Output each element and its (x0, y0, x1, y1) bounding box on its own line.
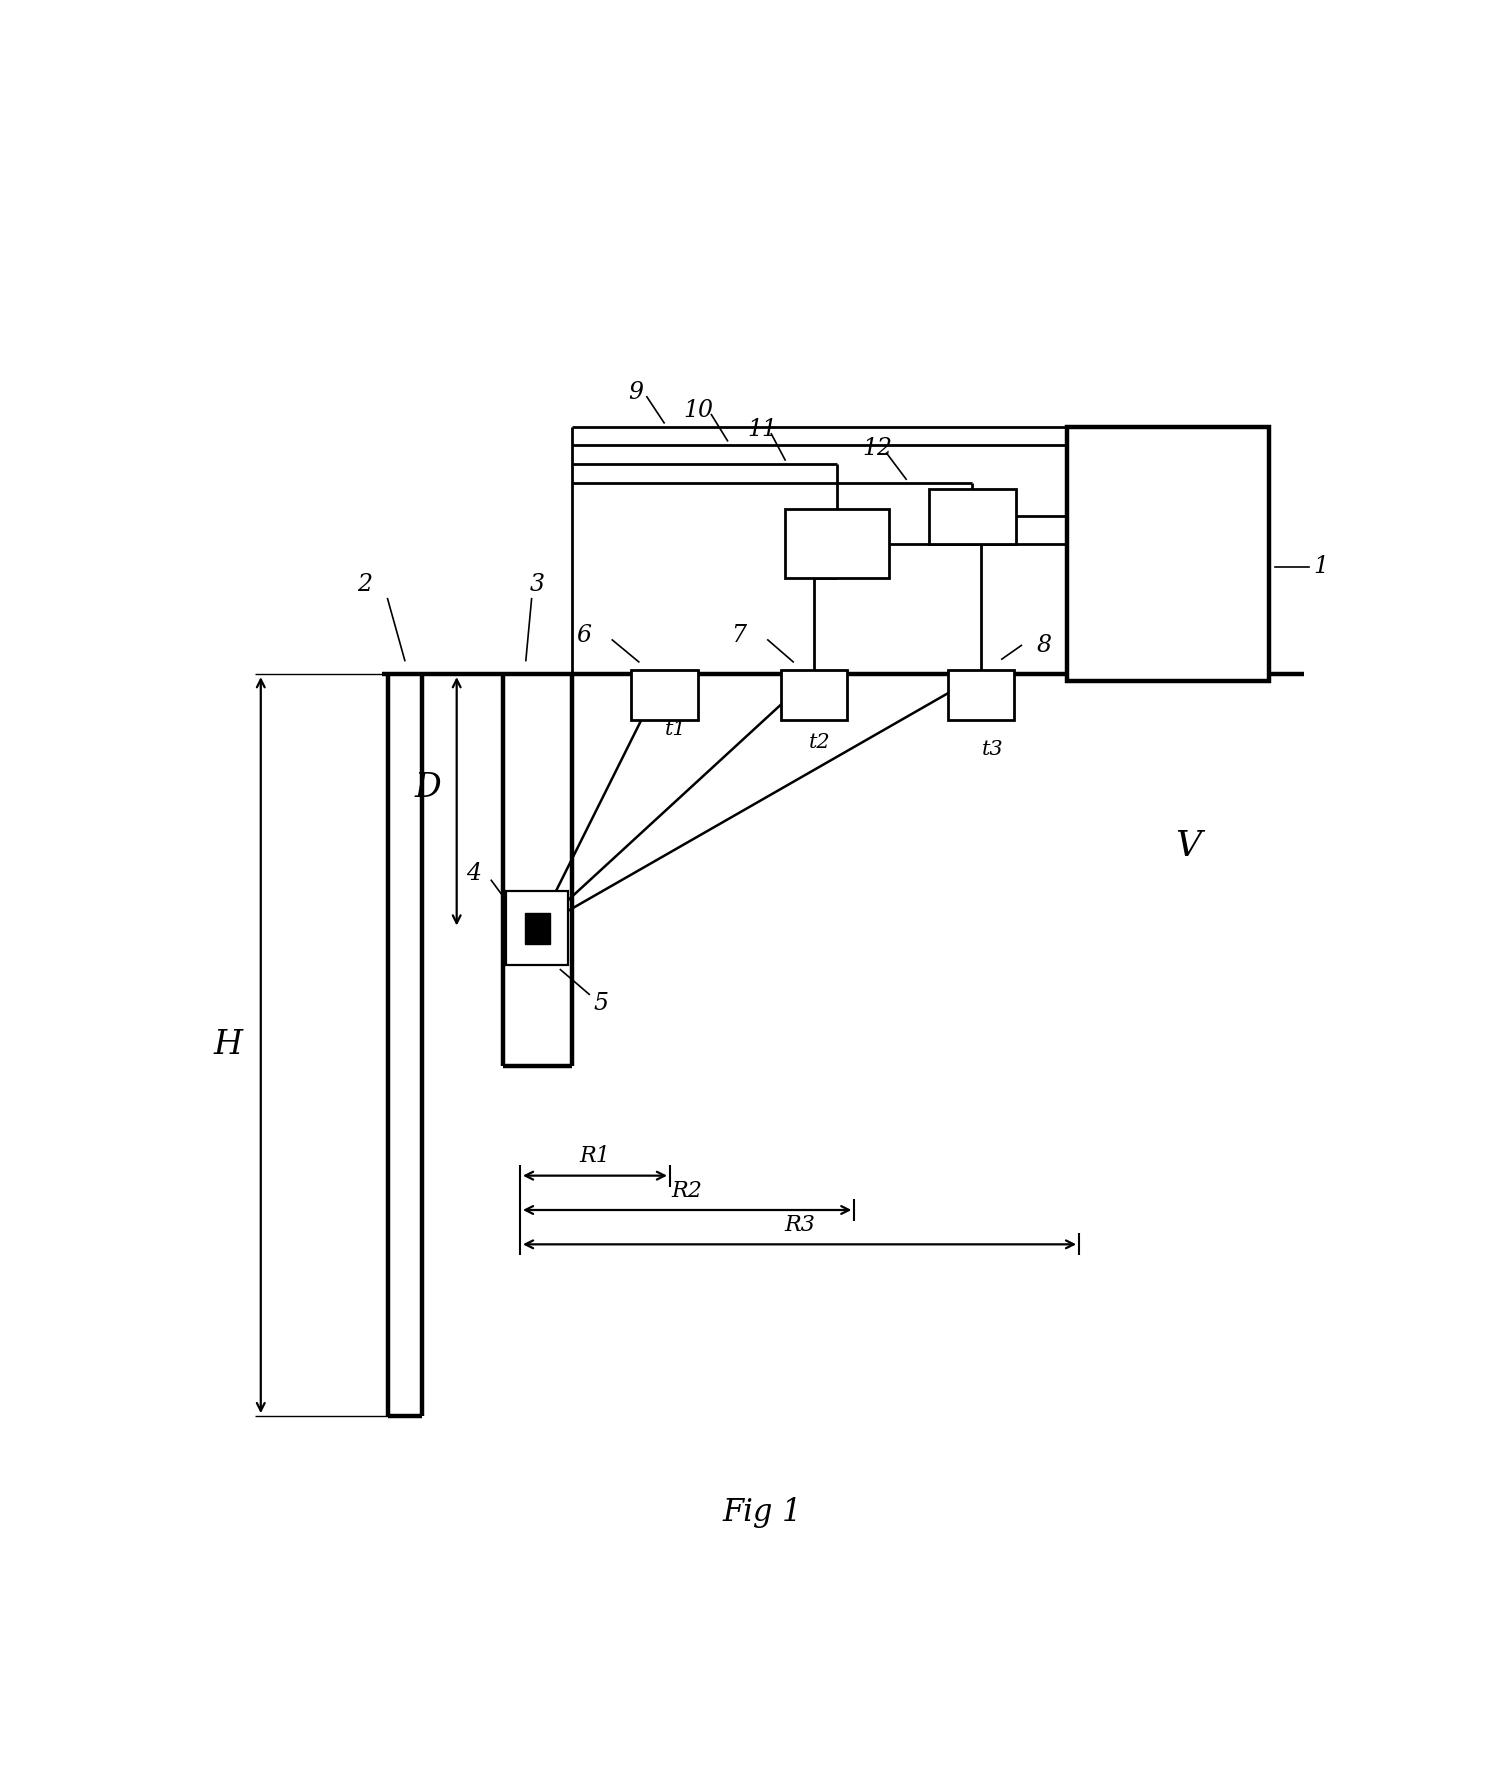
Text: R3: R3 (784, 1215, 815, 1236)
Bar (785, 510, 889, 578)
Bar (506, 892, 568, 965)
Bar (929, 489, 1016, 544)
Text: 9: 9 (628, 382, 642, 405)
Text: t2: t2 (809, 733, 831, 753)
Text: R1: R1 (580, 1145, 611, 1167)
Text: 4: 4 (467, 862, 482, 885)
Text: 3: 3 (529, 573, 544, 596)
Text: 6: 6 (575, 624, 590, 648)
Text: 11: 11 (746, 417, 778, 441)
Bar (630, 671, 697, 719)
Bar (947, 671, 1014, 719)
Text: 2: 2 (357, 573, 372, 596)
Text: Fig 1: Fig 1 (723, 1497, 801, 1527)
Text: 7: 7 (732, 624, 746, 648)
Text: 8: 8 (1036, 633, 1051, 657)
Text: V: V (1175, 830, 1201, 863)
Text: 12: 12 (862, 437, 892, 460)
Bar (781, 671, 848, 719)
Text: R2: R2 (672, 1179, 703, 1202)
Bar (525, 913, 550, 944)
Text: t3: t3 (981, 740, 1004, 760)
Bar (1068, 426, 1268, 681)
Text: 10: 10 (684, 400, 714, 423)
Text: H: H (214, 1029, 242, 1061)
Text: t1: t1 (665, 719, 687, 739)
Text: 5: 5 (593, 992, 608, 1015)
Text: D: D (415, 772, 442, 803)
Text: 1: 1 (1313, 555, 1328, 578)
